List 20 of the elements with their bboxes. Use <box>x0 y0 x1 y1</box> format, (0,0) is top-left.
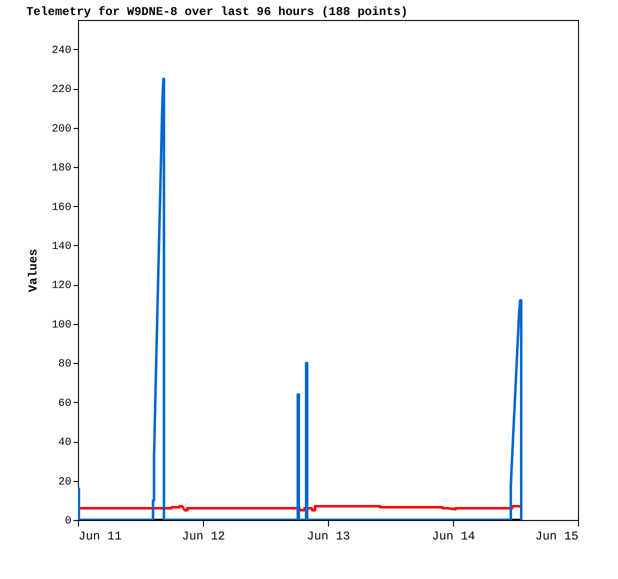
x-tick-label: Jun 11 <box>78 530 122 544</box>
y-tick-label: 200 <box>52 123 72 136</box>
y-tick-label: 160 <box>52 202 72 214</box>
chart-title: Telemetry for W9DNE-8 over last 96 hours (188 points) <box>26 5 408 19</box>
y-tick-label: 140 <box>52 240 72 253</box>
y-tick-label: 80 <box>58 358 72 371</box>
y-tick-label: 60 <box>58 398 72 410</box>
y-tick-label: 120 <box>52 280 72 292</box>
y-tick-label: 40 <box>58 437 72 450</box>
y-tick-label: 100 <box>52 319 72 332</box>
y-tick-label: 240 <box>52 44 72 57</box>
x-tick-label: Jun 14 <box>432 530 476 544</box>
y-tick-label: 180 <box>52 162 72 175</box>
x-tick-label: Jun 13 <box>306 530 350 544</box>
x-tick-label: Jun 15 <box>535 530 578 544</box>
y-tick-label: 20 <box>58 476 72 488</box>
y-axis-title: Values <box>26 248 41 292</box>
x-tick-label: Jun 12 <box>182 530 226 544</box>
y-tick-label: 0 <box>64 516 72 528</box>
y-tick-label: 220 <box>52 84 72 96</box>
